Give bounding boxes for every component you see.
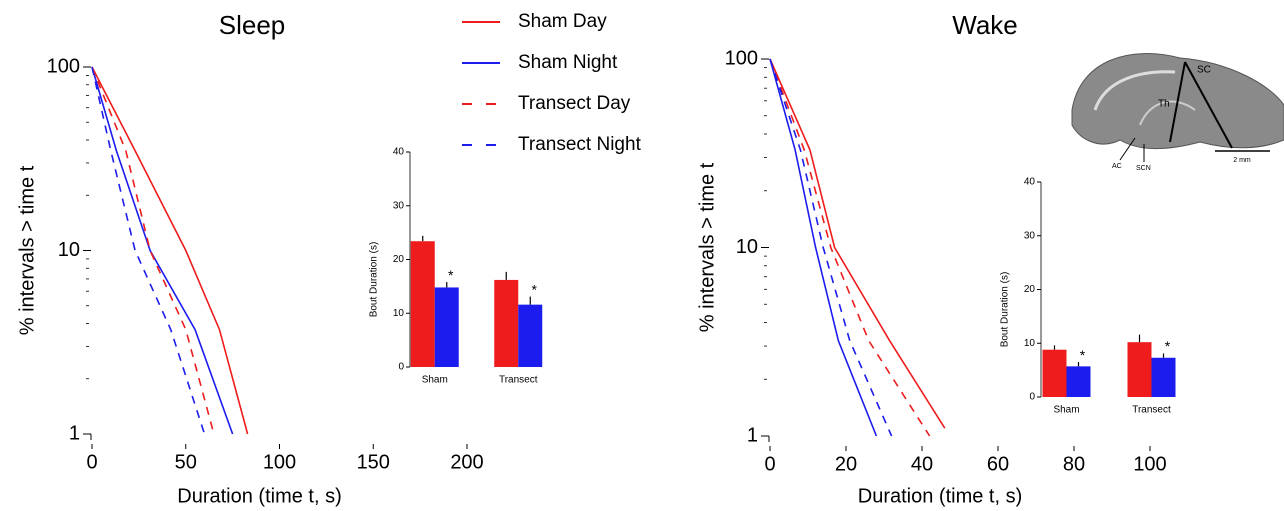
survival-curve (91, 66, 234, 435)
x-tick-label: 200 (450, 451, 483, 473)
survival-curve (769, 58, 878, 437)
y-axis-label: Bout Duration (s) (369, 242, 380, 318)
y-tick-label: 40 (393, 147, 405, 158)
legend-label: Sham Day (518, 11, 607, 32)
brain-image: SC Th AC SCN 2 mm (1071, 53, 1284, 172)
y-axis-label: % intervals > time t (16, 165, 38, 335)
y-tick-label: 1 (747, 424, 758, 446)
legend-label: Sham Night (518, 52, 618, 73)
brain-label: SC (1197, 65, 1211, 76)
significance-marker: * (1165, 338, 1171, 354)
x-axis-label: Duration (time t, s) (858, 485, 1022, 507)
significance-marker: * (1080, 347, 1086, 363)
y-tick-label: 40 (1024, 177, 1036, 188)
y-tick-label: 10 (393, 308, 405, 319)
x-tick-label: 20 (835, 453, 857, 475)
bar (518, 304, 543, 367)
x-tick-label: 80 (1063, 453, 1085, 475)
legend-label: Transect Day (518, 93, 631, 114)
bar (1066, 366, 1091, 397)
chart-title: Sleep (219, 10, 286, 40)
x-tick-label: 40 (911, 453, 933, 475)
y-tick-label: 30 (1024, 230, 1036, 241)
cut-line (1184, 61, 1233, 149)
bar (434, 287, 459, 367)
y-axis-label: Bout Duration (s) (1000, 272, 1011, 348)
bar (1127, 342, 1152, 397)
legend-label: Transect Night (518, 134, 642, 155)
survival-curve (769, 58, 893, 437)
scale-bar-label: 2 mm (1233, 157, 1251, 164)
brain-contour (1093, 70, 1176, 111)
y-tick-label: 1 (69, 422, 80, 444)
y-tick-label: 20 (393, 254, 405, 265)
x-tick-label: Transect (499, 375, 538, 386)
bar (410, 241, 435, 367)
x-tick-label: 50 (175, 451, 197, 473)
x-tick-label: 0 (86, 451, 97, 473)
survival-curve (91, 66, 215, 435)
significance-marker: * (448, 267, 454, 283)
x-axis-label: Duration (time t, s) (177, 485, 341, 507)
bar (494, 279, 519, 367)
x-tick-label: 100 (263, 451, 296, 473)
brain-label: AC (1112, 163, 1122, 170)
x-tick-label: 60 (987, 453, 1009, 475)
bar (1151, 357, 1176, 397)
cut-line (1169, 61, 1186, 143)
x-tick-label: Sham (1053, 405, 1079, 416)
bar (1042, 349, 1067, 397)
chart-title: Wake (952, 10, 1018, 40)
x-tick-label: Transect (1132, 405, 1171, 416)
survival-curve (769, 58, 946, 429)
arrow (1119, 137, 1136, 161)
brain-label: SCN (1136, 165, 1151, 172)
y-tick-label: 0 (398, 362, 404, 373)
x-tick-label: 0 (764, 453, 775, 475)
brain-label: Th (1158, 99, 1170, 110)
brain-contour (1139, 100, 1196, 126)
y-tick-label: 100 (47, 55, 80, 77)
y-tick-label: 10 (1024, 338, 1036, 349)
x-tick-label: 100 (1133, 453, 1166, 475)
y-tick-label: 100 (725, 47, 758, 69)
y-tick-label: 10 (736, 236, 758, 258)
x-tick-label: Sham (422, 375, 448, 386)
y-tick-label: 0 (1029, 392, 1035, 403)
y-axis-label: % intervals > time t (696, 162, 718, 332)
significance-marker: * (532, 281, 538, 297)
survival-curve (769, 58, 931, 437)
y-tick-label: 30 (393, 200, 405, 211)
y-tick-label: 20 (1024, 284, 1036, 295)
x-tick-label: 150 (357, 451, 390, 473)
y-tick-label: 10 (58, 239, 80, 261)
survival-curve (91, 66, 249, 435)
